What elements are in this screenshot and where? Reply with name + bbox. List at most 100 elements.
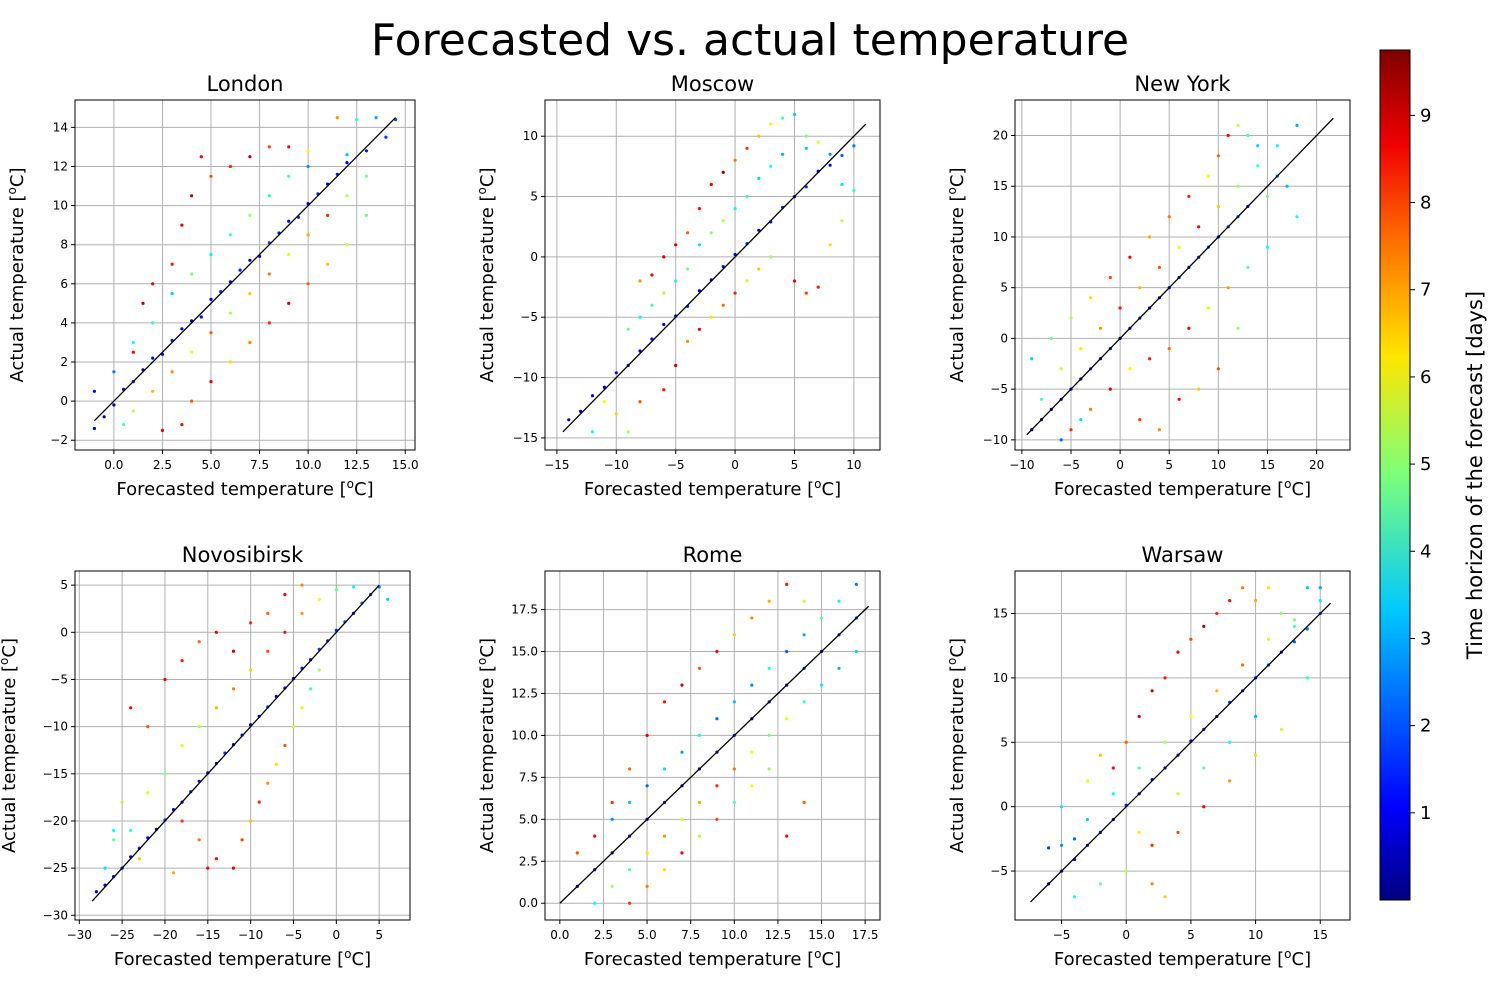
data-point: [1279, 727, 1283, 732]
x-tick-label: −5: [1053, 928, 1071, 942]
data-point: [1246, 265, 1250, 269]
data-point: [300, 611, 304, 616]
data-point: [638, 400, 642, 404]
data-point: [1163, 740, 1167, 744]
data-point: [709, 182, 713, 187]
data-point: [1197, 225, 1201, 229]
data-point: [757, 134, 761, 138]
data-point: [1216, 367, 1220, 371]
data-point: [1226, 286, 1230, 290]
data-point: [1176, 650, 1180, 654]
data-point: [610, 817, 614, 821]
y-axis-label-text: Actual temperature [: [7, 194, 28, 382]
y-tick-label: 15.0: [511, 645, 538, 659]
data-point: [686, 231, 690, 235]
data-point: [228, 311, 232, 315]
data-point: [266, 611, 270, 616]
data-point: [1265, 194, 1270, 198]
data-point: [602, 400, 607, 404]
y-tick-label: 17.5: [511, 603, 538, 617]
data-point: [1157, 265, 1161, 269]
data-point: [171, 871, 176, 875]
data-point: [650, 273, 654, 277]
data-point: [94, 890, 98, 894]
x-tick-label: 15.0: [392, 458, 419, 472]
data-point: [769, 164, 773, 168]
x-axis-label-unit: C]: [1292, 949, 1312, 970]
y-axis-label-sup: o: [945, 187, 959, 194]
y-axis-label: Actual temperature [oC]: [475, 638, 498, 853]
x-tick-label: −15: [195, 928, 220, 942]
data-point: [650, 303, 654, 307]
data-point: [151, 356, 155, 360]
data-point: [287, 145, 291, 149]
data-point: [1059, 367, 1063, 371]
data-point: [852, 188, 856, 193]
data-point: [1098, 326, 1103, 330]
data-point: [249, 621, 253, 625]
data-point: [122, 423, 126, 427]
data-point: [767, 599, 771, 603]
x-axis-label-unit: C]: [352, 949, 372, 970]
data-point: [1206, 306, 1211, 310]
data-point: [1098, 753, 1102, 757]
data-point: [1254, 714, 1258, 719]
data-point: [206, 866, 210, 870]
data-point: [1236, 123, 1240, 127]
data-point: [628, 901, 632, 905]
data-point: [1226, 133, 1230, 138]
x-axis-label: Forecasted temperature [oC]: [1054, 947, 1311, 970]
data-point: [567, 418, 571, 422]
data-point: [1215, 611, 1219, 616]
data-point: [1069, 428, 1073, 432]
x-axis-label-unit: C]: [822, 479, 842, 500]
scatter-points: [94, 583, 390, 894]
data-point: [593, 901, 597, 905]
data-point: [351, 585, 356, 589]
x-tick-label: −20: [152, 928, 177, 942]
data-point: [840, 153, 844, 158]
data-point: [345, 194, 349, 198]
x-axis-label-sup: o: [814, 477, 821, 491]
data-point: [248, 155, 252, 159]
y-tick-label: 5: [1000, 735, 1008, 749]
x-tick-label: 5: [1165, 458, 1173, 472]
subplot-moscow: −15 −10 −5 0 5 10 −15 −10 −5 0 5 10 Moscow Forecasted…: [475, 72, 881, 500]
data-point: [697, 800, 702, 805]
y-tick-label: 0: [530, 250, 538, 264]
data-point: [575, 851, 579, 855]
data-point: [662, 868, 667, 872]
data-point: [628, 800, 632, 805]
data-point: [291, 725, 296, 729]
data-point: [1236, 184, 1240, 188]
data-point: [209, 380, 213, 384]
data-point: [662, 834, 667, 838]
data-point: [163, 772, 167, 776]
axes-frame: [74, 570, 411, 921]
data-point: [662, 255, 666, 259]
data-point: [709, 315, 713, 319]
x-tick-label: 15.0: [808, 928, 835, 942]
y-tick-label: −2: [50, 433, 68, 447]
data-point: [1124, 740, 1128, 744]
data-point: [1150, 882, 1154, 886]
data-point: [715, 784, 719, 788]
y-axis-label-text: Actual temperature [: [0, 665, 20, 853]
x-tick-label: −5: [1062, 458, 1080, 472]
data-point: [306, 149, 310, 153]
colorbar: 1 2 3 4 5 6 7 8 9 Time horizon of the forecast […: [1379, 49, 1487, 901]
data-point: [131, 409, 135, 413]
axes-frame: [1014, 570, 1351, 921]
data-point: [209, 331, 213, 335]
y-axis-label-sup: o: [0, 658, 11, 665]
data-point: [257, 800, 261, 804]
data-point: [334, 588, 338, 592]
data-point: [781, 116, 785, 120]
x-tick-label: −5: [285, 928, 303, 942]
data-point: [1215, 689, 1219, 693]
data-point: [732, 800, 736, 805]
colorbar-tick-label: 5: [1420, 454, 1431, 475]
data-point: [170, 292, 174, 296]
data-point: [645, 733, 649, 738]
scatter-points: [575, 582, 859, 905]
